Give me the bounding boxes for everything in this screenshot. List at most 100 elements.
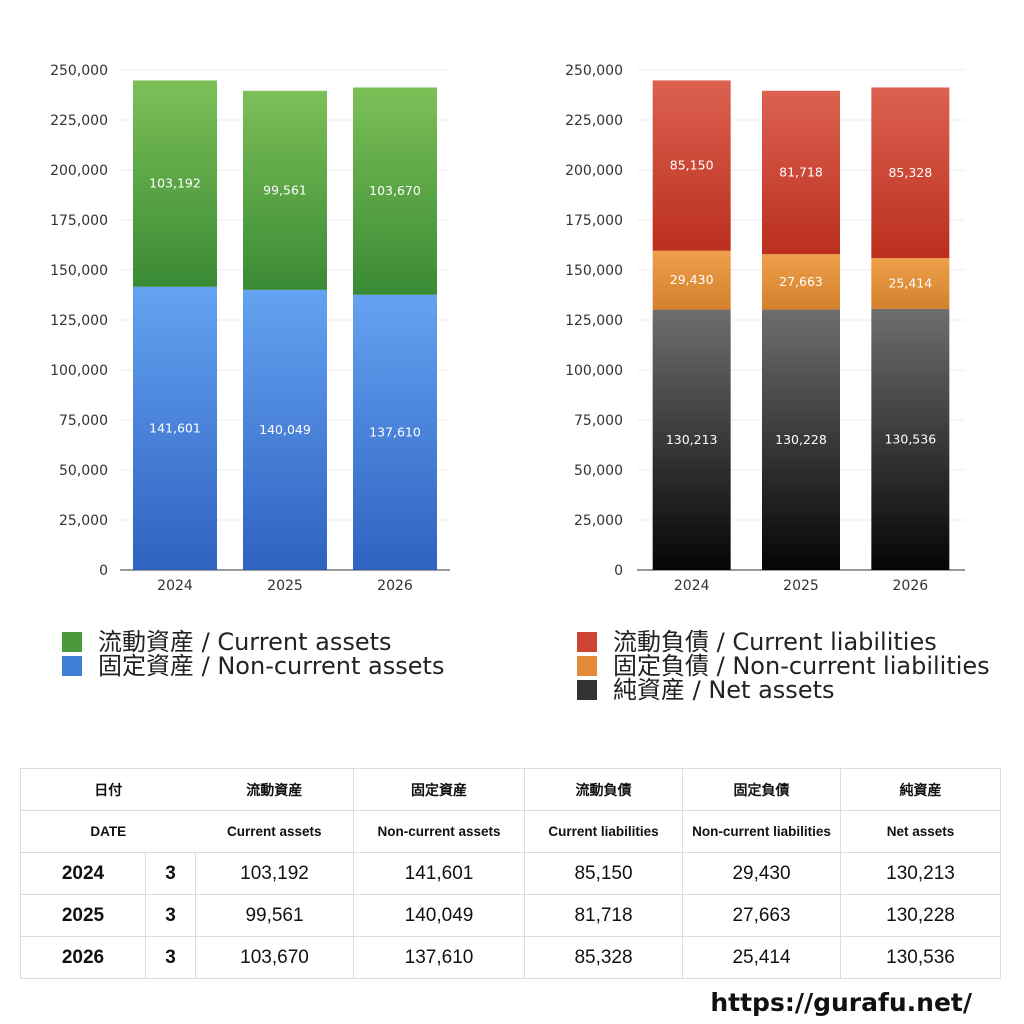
cell-net-assets: 130,213	[840, 852, 1001, 895]
y-tick-label: 175,000	[565, 213, 623, 229]
cell-noncurrent-liabilities: 25,414	[682, 936, 841, 979]
bar-data-label: 99,561	[263, 182, 307, 197]
header-current-liabilities-jp: 流動負債	[524, 768, 683, 811]
y-tick-label: 0	[99, 563, 108, 579]
legend-label: 固定資産 / Non-current assets	[98, 652, 445, 680]
y-tick-label: 250,000	[50, 63, 108, 79]
bar-data-label: 141,601	[149, 420, 201, 435]
x-category-label: 2024	[674, 578, 710, 594]
bar-segment	[762, 90, 840, 255]
x-category-label: 2024	[157, 578, 193, 594]
cell-current-liabilities: 85,328	[524, 936, 683, 979]
bar-segment	[762, 309, 840, 570]
bar-data-label: 103,192	[149, 176, 201, 191]
header-net-assets-en: Net assets	[840, 810, 1001, 853]
table-row: 2025 3 99,561 140,049 81,718 27,663 130,…	[20, 894, 1001, 937]
liabilities-legend: 流動負債 / Current liabilities 固定負債 / Non-cur…	[577, 630, 990, 702]
header-noncurrent-assets-en: Non-current assets	[353, 810, 525, 853]
liabilities-chart: 0 25,000 50,000 75,000 100,000 125,000 150,000…	[565, 63, 965, 594]
header-net-assets-jp: 純資産	[840, 768, 1001, 811]
y-tick-label: 75,000	[574, 413, 623, 429]
bar-data-label: 103,670	[369, 183, 421, 198]
legend-item: 固定資産 / Non-current assets	[62, 654, 444, 678]
row-month: 3	[145, 936, 196, 979]
y-tick-label: 50,000	[59, 463, 108, 479]
y-tick-label: 50,000	[574, 463, 623, 479]
bar-data-label: 130,228	[775, 432, 827, 447]
bar-data-label: 29,430	[670, 272, 714, 287]
header-noncurrent-liabilities-jp: 固定負債	[682, 768, 841, 811]
bar-segment	[133, 80, 217, 287]
legend-swatch	[62, 632, 82, 652]
cell-current-liabilities: 81,718	[524, 894, 683, 937]
bar-data-label: 85,150	[670, 158, 714, 173]
charts-canvas: 0 25,000 50,000 75,000 100,000 125,000 150,000…	[50, 63, 965, 594]
bar-segment	[652, 309, 731, 570]
y-tick-label: 225,000	[565, 113, 623, 129]
bar-data-label: 85,328	[888, 165, 932, 180]
cell-current-liabilities: 85,150	[524, 852, 683, 895]
assets-legend: 流動資産 / Current assets 固定資産 / Non-current …	[62, 630, 444, 678]
legend-item: 流動負債 / Current liabilities	[577, 630, 990, 654]
table-header-en: DATE Current assets Non-current assets C…	[20, 810, 1001, 853]
bar-segment	[652, 80, 731, 251]
cell-noncurrent-liabilities: 29,430	[682, 852, 841, 895]
header-current-assets-en: Current assets	[195, 810, 354, 853]
header-noncurrent-assets-jp: 固定資産	[353, 768, 525, 811]
bar-data-label: 140,049	[259, 422, 311, 437]
y-tick-label: 0	[614, 563, 623, 579]
y-tick-label: 250,000	[565, 63, 623, 79]
bar-segment	[353, 87, 437, 295]
bar-segment	[871, 258, 950, 309]
cell-current-assets: 103,670	[195, 936, 354, 979]
header-current-liabilities-en: Current liabilities	[524, 810, 683, 853]
legend-item: 流動資産 / Current assets	[62, 630, 444, 654]
legend-item: 純資産 / Net assets	[577, 678, 990, 702]
header-date-en: DATE	[20, 810, 196, 853]
bar-data-label: 137,610	[369, 424, 421, 439]
y-tick-label: 200,000	[565, 163, 623, 179]
bar-segment	[133, 286, 217, 570]
bar-segment	[762, 254, 840, 310]
x-category-label: 2026	[377, 578, 413, 594]
legend-label: 純資産 / Net assets	[613, 676, 835, 704]
bar-segment	[871, 87, 950, 259]
legend-swatch	[577, 680, 597, 700]
header-current-assets-jp: 流動資産	[195, 768, 354, 811]
header-date-jp: 日付	[20, 768, 196, 811]
cell-noncurrent-assets: 137,610	[353, 936, 525, 979]
assets-chart: 0 25,000 50,000 75,000 100,000 125,000 150,000…	[50, 63, 450, 594]
y-tick-label: 150,000	[565, 263, 623, 279]
y-tick-label: 175,000	[50, 213, 108, 229]
y-tick-label: 225,000	[50, 113, 108, 129]
legend-label: 流動資産 / Current assets	[98, 628, 392, 656]
table-header-jp: 日付 流動資産 固定資産 流動負債 固定負債 純資産	[20, 768, 1001, 811]
cell-net-assets: 130,536	[840, 936, 1001, 979]
y-tick-label: 75,000	[59, 413, 108, 429]
legend-item: 固定負債 / Non-current liabilities	[577, 654, 990, 678]
cell-net-assets: 130,228	[840, 894, 1001, 937]
header-noncurrent-liabilities-en: Non-current liabilities	[682, 810, 841, 853]
y-tick-label: 25,000	[574, 513, 623, 529]
cell-current-assets: 103,192	[195, 852, 354, 895]
legend-label: 固定負債 / Non-current liabilities	[613, 652, 990, 680]
cell-current-assets: 99,561	[195, 894, 354, 937]
bar-data-label: 81,718	[779, 165, 823, 180]
y-tick-label: 100,000	[50, 363, 108, 379]
table-row: 2026 3 103,670 137,610 85,328 25,414 130…	[20, 936, 1001, 979]
bar-segment	[243, 90, 327, 290]
balance-sheet-table: 日付 流動資産 固定資産 流動負債 固定負債 純資産 DATE Current …	[20, 768, 1001, 979]
y-tick-label: 125,000	[50, 313, 108, 329]
row-year: 2026	[20, 936, 146, 979]
site-url-watermark: https://gurafu.net/	[710, 988, 972, 1017]
y-tick-label: 150,000	[50, 263, 108, 279]
cell-noncurrent-assets: 140,049	[353, 894, 525, 937]
x-category-label: 2025	[783, 578, 819, 594]
y-tick-label: 25,000	[59, 513, 108, 529]
x-category-label: 2025	[267, 578, 303, 594]
row-month: 3	[145, 894, 196, 937]
bar-data-label: 130,213	[666, 432, 718, 447]
cell-noncurrent-liabilities: 27,663	[682, 894, 841, 937]
legend-swatch	[577, 632, 597, 652]
bar-data-label: 25,414	[888, 276, 932, 291]
